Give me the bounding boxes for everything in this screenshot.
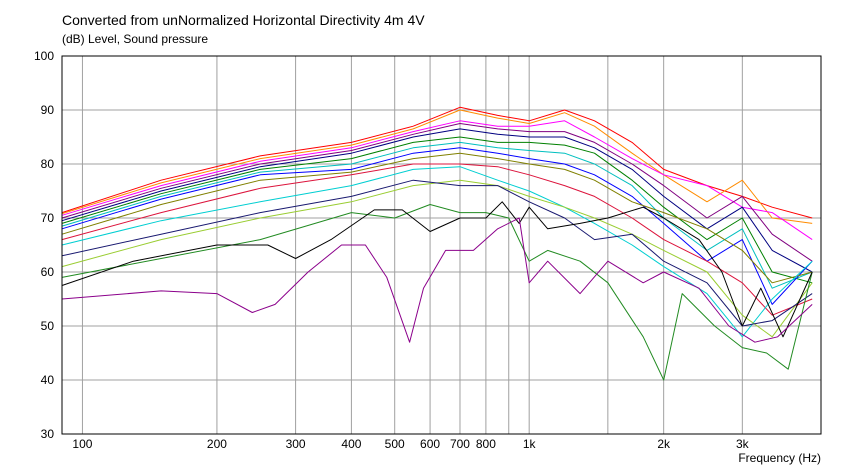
series-group bbox=[61, 106, 813, 381]
x-tick-label: 400 bbox=[341, 437, 361, 451]
y-tick-label: 30 bbox=[41, 427, 55, 441]
y-tick-label: 40 bbox=[41, 373, 55, 387]
series-line-13 bbox=[61, 179, 813, 327]
y-tick-label: 70 bbox=[41, 211, 55, 225]
x-tick-label: 200 bbox=[207, 437, 227, 451]
y-tick-label: 90 bbox=[41, 103, 55, 117]
x-tick-label: 700 bbox=[450, 437, 470, 451]
series-line-11 bbox=[61, 166, 813, 338]
series-line-15 bbox=[61, 201, 813, 338]
series-line-6 bbox=[61, 136, 813, 284]
plot-background bbox=[62, 56, 821, 434]
x-tick-label: 3k bbox=[736, 437, 750, 451]
y-tick-label: 60 bbox=[41, 265, 55, 279]
x-tick-label: 300 bbox=[286, 437, 306, 451]
series-line-14 bbox=[61, 204, 813, 381]
series-line-4 bbox=[61, 123, 813, 262]
y-tick-labels: 30 40 50 60 70 80 90 100 bbox=[34, 49, 54, 441]
plot-frame bbox=[61, 55, 822, 435]
y-tick-label: 100 bbox=[34, 49, 54, 63]
series-line-16 bbox=[61, 217, 813, 343]
series-line-9 bbox=[61, 152, 813, 284]
x-tick-label: 600 bbox=[420, 437, 440, 451]
series-line-8 bbox=[61, 147, 813, 305]
series-line-12 bbox=[61, 179, 813, 338]
chart-title: Converted from unNormalized Horizontal D… bbox=[62, 12, 425, 28]
grid bbox=[62, 55, 821, 435]
x-tick-labels: 100 200 300 400 500 600 700 800 1k 2k 3k bbox=[72, 437, 749, 451]
x-axis-label: Frequency (Hz) bbox=[738, 451, 821, 465]
series-line-5 bbox=[61, 128, 813, 273]
x-tick-label: 100 bbox=[72, 437, 92, 451]
series-line-3 bbox=[61, 120, 813, 241]
x-tick-label: 500 bbox=[385, 437, 405, 451]
x-tick-label: 2k bbox=[657, 437, 671, 451]
series-line-10 bbox=[61, 163, 813, 316]
series-line-2 bbox=[61, 109, 813, 224]
y-tick-label: 50 bbox=[41, 319, 55, 333]
x-tick-label: 800 bbox=[476, 437, 496, 451]
y-tick-label: 80 bbox=[41, 157, 55, 171]
x-tick-label: 1k bbox=[523, 437, 537, 451]
y-axis-label: (dB) Level, Sound pressure bbox=[62, 32, 209, 46]
